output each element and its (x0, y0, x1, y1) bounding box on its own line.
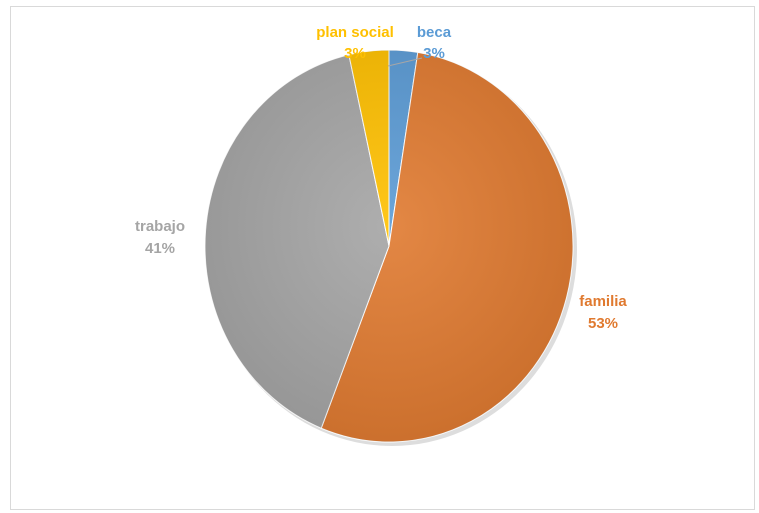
data-labels: beca 3% familia 53% trabajo 41% plan social 3% (135, 24, 627, 332)
data-label-percent: 41% (145, 240, 175, 257)
pie-shading (205, 50, 573, 442)
data-label-percent: 3% (344, 45, 366, 62)
data-label-percent: 53% (588, 315, 618, 332)
data-label-name: beca (417, 24, 452, 41)
data-label-name: familia (579, 293, 627, 310)
data-label-name: plan social (316, 24, 394, 41)
data-label-name: trabajo (135, 218, 185, 235)
data-label-percent: 3% (423, 45, 445, 62)
leader-line (387, 57, 423, 67)
